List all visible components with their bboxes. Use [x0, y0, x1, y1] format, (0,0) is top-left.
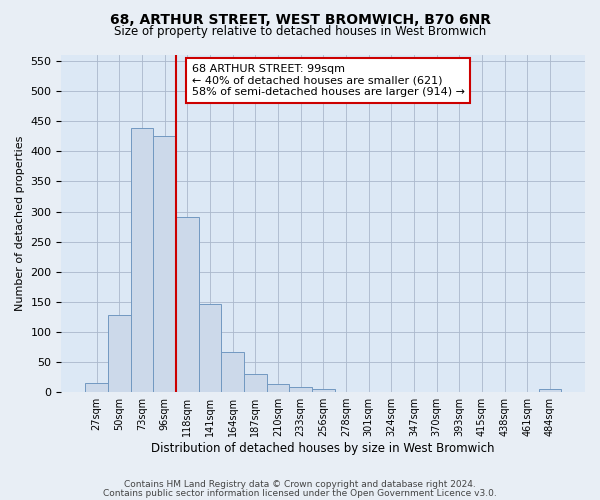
Y-axis label: Number of detached properties: Number of detached properties — [15, 136, 25, 312]
Bar — [108, 315, 131, 392]
Bar — [539, 389, 561, 392]
Text: Size of property relative to detached houses in West Bromwich: Size of property relative to detached ho… — [114, 25, 486, 38]
Bar — [176, 217, 199, 392]
Bar — [85, 383, 108, 392]
Text: 68 ARTHUR STREET: 99sqm
← 40% of detached houses are smaller (621)
58% of semi-d: 68 ARTHUR STREET: 99sqm ← 40% of detache… — [192, 64, 465, 97]
Text: Contains HM Land Registry data © Crown copyright and database right 2024.: Contains HM Land Registry data © Crown c… — [124, 480, 476, 489]
Bar — [221, 352, 244, 392]
Text: 68, ARTHUR STREET, WEST BROMWICH, B70 6NR: 68, ARTHUR STREET, WEST BROMWICH, B70 6N… — [110, 12, 491, 26]
Text: Contains public sector information licensed under the Open Government Licence v3: Contains public sector information licen… — [103, 488, 497, 498]
X-axis label: Distribution of detached houses by size in West Bromwich: Distribution of detached houses by size … — [151, 442, 495, 455]
Bar — [266, 384, 289, 392]
Bar — [131, 128, 153, 392]
Bar — [244, 374, 266, 392]
Bar — [153, 136, 176, 392]
Bar — [312, 389, 335, 392]
Bar — [289, 388, 312, 392]
Bar — [199, 304, 221, 392]
